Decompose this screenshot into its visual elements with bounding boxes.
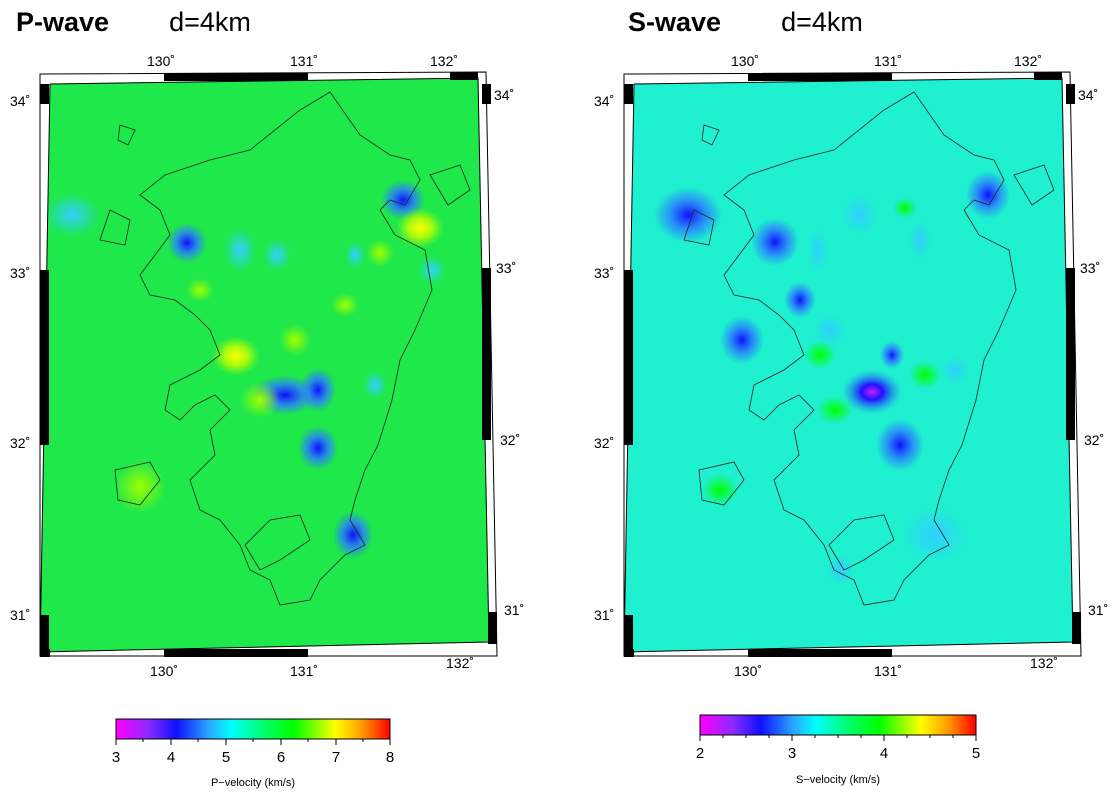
s-lat-left-31: 31˚: [594, 607, 614, 623]
s-wave-label: S-wave: [628, 7, 722, 37]
p-lon-top-132: 132˚: [430, 53, 458, 69]
p-colorbar-gradient: [115, 718, 391, 740]
s-cb-tick-5: 5: [972, 745, 980, 762]
p-colorbar-title: P−velocity (km/s): [211, 777, 295, 789]
s-lon-bot-132: 132˚: [1030, 655, 1058, 671]
p-lat-right-31: 31˚: [504, 602, 524, 618]
s-anomalies: [654, 171, 1010, 586]
s-lat-right-32: 32˚: [1084, 432, 1104, 448]
s-frame-ticks: [624, 72, 1081, 657]
p-lat-right-32: 32˚: [500, 432, 520, 448]
p-frame-ticks: [40, 72, 497, 657]
p-coastline: [99, 91, 471, 606]
s-lon-top-132: 132˚: [1014, 53, 1042, 69]
s-colorbar-gradient: [699, 714, 977, 736]
s-velocity-field: [624, 78, 1073, 652]
p-lon-top-130: 130˚: [147, 53, 175, 69]
s-lat-right-34: 34˚: [1078, 87, 1098, 103]
s-axis-labels: 130˚ 131˚ 132˚ 130˚ 131˚ 132˚ 34˚ 33˚ 32…: [594, 53, 1108, 679]
p-lon-top-131: 131˚: [290, 53, 318, 69]
s-lon-bot-130: 130˚: [734, 663, 762, 679]
p-anomalies: [44, 180, 446, 559]
s-lon-bot-131: 131˚: [874, 663, 902, 679]
p-axis-labels: 130˚ 131˚ 132˚ 130˚ 131˚ 132˚ 34˚ 33˚ 32…: [10, 53, 524, 679]
p-cb-tick-4: 4: [167, 749, 175, 766]
s-colorbar-title: S−velocity (km/s): [796, 774, 880, 786]
p-colorbar: 3 4 5 6 7 8 P−velocity (km/s): [112, 718, 394, 789]
s-lon-top-130: 130˚: [731, 53, 759, 69]
s-lat-right-33: 33˚: [1080, 260, 1100, 276]
p-lon-bot-132: 132˚: [446, 655, 474, 671]
p-lon-bot-130: 130˚: [150, 663, 178, 679]
s-coastline: [683, 91, 1055, 606]
p-lon-bot-131: 131˚: [290, 663, 318, 679]
p-cb-tick-6: 6: [277, 749, 285, 766]
s-wave-title: S-wave d=4km: [628, 2, 863, 42]
p-velocity-field: [40, 78, 489, 652]
p-lat-left-31: 31˚: [10, 607, 30, 623]
p-cb-tick-5: 5: [222, 749, 230, 766]
s-lat-left-33: 33˚: [594, 265, 614, 281]
s-colorbar-ticks: [699, 735, 977, 741]
s-depth-label: d=4km: [781, 7, 863, 37]
p-wave-title: P-wave d=4km: [16, 2, 251, 42]
s-wave-map: [623, 71, 1082, 657]
s-lat-right-31: 31˚: [1088, 602, 1108, 618]
p-colorbar-ticks: [115, 739, 391, 745]
p-cb-tick-8: 8: [386, 749, 394, 766]
p-cb-tick-3: 3: [112, 749, 120, 766]
p-depth-label: d=4km: [169, 7, 251, 37]
s-cb-tick-3: 3: [788, 745, 796, 762]
p-wave-map: [39, 71, 498, 657]
s-lon-top-131: 131˚: [874, 53, 902, 69]
p-lat-right-34: 34˚: [494, 87, 514, 103]
s-lat-left-34: 34˚: [594, 93, 614, 109]
p-lat-left-32: 32˚: [10, 435, 30, 451]
s-colorbar: 2 3 4 5 S−velocity (km/s): [696, 714, 980, 786]
p-lat-right-33: 33˚: [496, 260, 516, 276]
s-cb-tick-2: 2: [696, 745, 704, 762]
p-cb-tick-7: 7: [332, 749, 340, 766]
p-lat-left-33: 33˚: [10, 265, 30, 281]
s-cb-tick-4: 4: [880, 745, 888, 762]
p-wave-label: P-wave: [16, 7, 110, 37]
s-lat-left-32: 32˚: [594, 435, 614, 451]
p-lat-left-34: 34˚: [10, 93, 30, 109]
